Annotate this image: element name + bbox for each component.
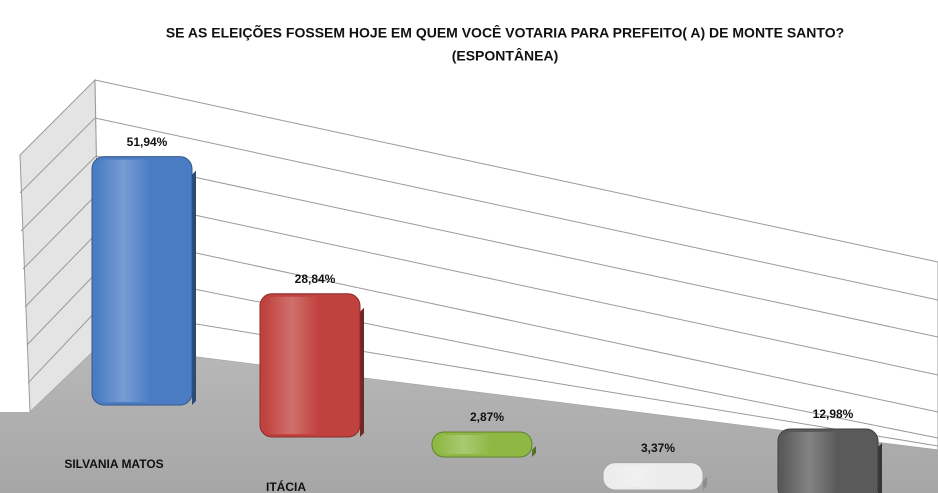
bar-shine bbox=[96, 159, 188, 402]
wall-line bbox=[94, 117, 938, 301]
wall-line bbox=[97, 231, 938, 413]
x-tick-label: SILVANIA MATOS bbox=[64, 457, 163, 471]
data-label: 2,87% bbox=[470, 410, 504, 424]
data-label: 12,98% bbox=[813, 407, 854, 421]
wall-line bbox=[22, 193, 98, 270]
wall-line bbox=[27, 307, 100, 384]
bar-shine bbox=[782, 431, 874, 493]
bar-shine bbox=[264, 296, 356, 434]
wall-line bbox=[19, 117, 96, 194]
wall-line bbox=[98, 269, 938, 439]
data-label: 51,94% bbox=[127, 135, 168, 149]
chart-title: SE AS ELEIÇÕES FOSSEM HOJE EM QUEM VOCÊ … bbox=[166, 24, 844, 41]
wall-line bbox=[95, 155, 938, 338]
bar-side bbox=[878, 442, 882, 493]
bar-shine bbox=[436, 434, 528, 454]
floor bbox=[0, 345, 938, 493]
wall-line bbox=[98, 307, 938, 447]
wall-line bbox=[96, 193, 938, 376]
bar-side bbox=[532, 445, 536, 457]
wall-line bbox=[26, 269, 100, 346]
data-label: 3,37% bbox=[641, 441, 675, 455]
chart-subtitle: (ESPONTÂNEA) bbox=[452, 47, 559, 64]
bar-side bbox=[360, 307, 364, 437]
bar-side bbox=[703, 476, 707, 490]
bar-side bbox=[192, 170, 196, 405]
wall-line bbox=[20, 155, 97, 232]
x-tick-label: ITÁCIA bbox=[266, 479, 306, 493]
wall-line bbox=[24, 231, 99, 308]
bar-shine bbox=[607, 465, 699, 487]
data-label: 28,84% bbox=[295, 272, 336, 286]
